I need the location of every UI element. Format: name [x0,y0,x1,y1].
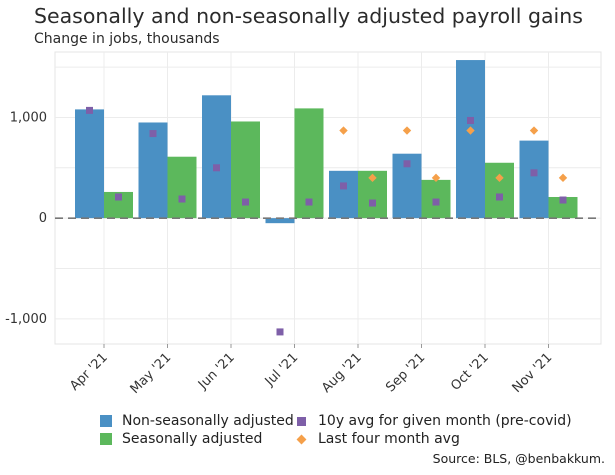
chart-subtitle: Change in jobs, thousands [34,31,220,47]
chart-title: Seasonally and non-seasonally adjusted p… [34,4,583,28]
marker-10y-avg [432,198,440,206]
y-tick-label: 1,000 [10,110,47,125]
marker-10y-avg [467,116,474,124]
marker-10y-avg [530,169,538,177]
marker-10y-avg [242,198,249,206]
marker-4m-avg [558,173,568,183]
y-tick-label: -1,000 [5,312,47,327]
bar-nsa [329,170,358,219]
x-tick-label: Sep '21 [383,350,428,395]
marker-4m-avg [466,126,475,135]
marker-10y-avg [369,199,376,207]
legend-10y-label: 10y avg for given month (pre-covid) [318,413,572,429]
x-tick-label: Jul '21 [262,350,302,390]
y-axis: 1,000 0 -1,000 [5,110,47,326]
marker-10y-avg [496,193,503,201]
x-tick-label: Oct '21 [448,350,492,394]
bar-nsa [456,60,485,219]
x-tick-label: Apr '21 [67,350,111,394]
marker-4m-avg [402,126,412,135]
bar-nsa [138,122,168,219]
marker-4m-avg [495,173,504,183]
x-tick-label: Nov '21 [510,350,556,396]
legend-sa-swatch [100,433,112,445]
plot-background [54,51,602,345]
marker-10y-avg [86,106,93,114]
bar-nsa [202,95,231,219]
marker-10y-avg [115,193,122,201]
y-tick-label: 0 [39,211,47,226]
marker-10y-avg [178,195,186,203]
marker-10y-avg [276,328,284,336]
bar-sa [485,162,514,219]
x-tick-label: Aug '21 [319,350,365,396]
marker-10y-avg [213,164,220,172]
legend-10y-swatch [297,417,306,426]
bar-nsa [265,218,295,224]
markers [86,106,568,336]
bar-sa [548,196,578,219]
marker-4m-avg [368,173,377,183]
marker-4m-avg [339,126,348,135]
legend-4m-label: Last four month avg [318,431,460,447]
x-axis: Apr '21 May '21 Jun '21 Jul '21 Aug '21 Sep '… [67,344,555,397]
marker-4m-avg [431,173,441,183]
legend-nsa-label: Non-seasonally adjusted [122,413,294,429]
legend-nsa-swatch [100,415,112,427]
bar-nsa [519,140,549,219]
marker-10y-avg [340,182,347,190]
bar-nsa [75,109,104,219]
marker-10y-avg [149,130,157,138]
x-tick-label: May '21 [128,350,175,397]
x-tick-label: Jun '21 [195,350,238,393]
marker-4m-avg [529,126,539,135]
marker-10y-avg [559,196,567,204]
legend-sa-label: Seasonally adjusted [122,431,263,447]
bar-sa [167,156,197,219]
marker-10y-avg [403,160,411,168]
marker-10y-avg [305,198,313,206]
source-note: Source: BLS, @benbakkum. [432,451,605,466]
